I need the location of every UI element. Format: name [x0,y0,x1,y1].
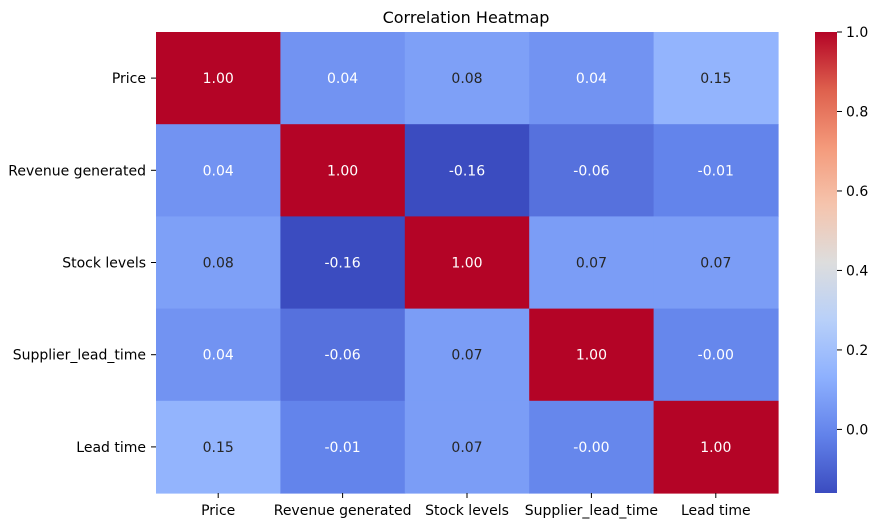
heatmap-cell-label-4-3: -0.00 [573,440,609,456]
y-tick-label: Revenue generated [8,163,146,179]
heatmap-cell-4-4 [653,400,779,494]
heatmap-cell-3-0 [156,308,281,402]
heatmap-cell-label-4-2: 0.07 [451,440,482,456]
heatmap-cell-1-4 [653,124,779,217]
colorbar-ticks: 0.0 0.2 0.4 0.6 0.8 1.0 [837,25,868,438]
heatmap-cell-label-1-4: -0.01 [698,163,734,179]
heatmap-cell-0-3 [529,32,655,125]
heatmap-cell-label-4-4: 1.00 [700,440,731,456]
heatmap-cell-2-4 [653,216,779,310]
heatmap-cell-label-3-1: -0.06 [324,348,360,364]
heatmap-cell-4-0 [156,400,281,494]
heatmap-cell-4-1 [280,400,406,494]
heatmap-cell-label-1-3: -0.06 [573,163,609,179]
heatmap-cell-0-2 [404,32,530,125]
colorbar-tick-label: 0.8 [846,104,868,120]
heatmap-cell-label-3-0: 0.04 [203,348,234,364]
colorbar-tick-label: 0.4 [846,263,868,279]
heatmap-cell-label-2-4: 0.07 [700,256,731,272]
x-axis-labels: Price Revenue generated Stock levels Suppli… [201,493,751,519]
heatmap-cell-label-3-3: 1.00 [576,348,607,364]
y-tick-label: Price [112,71,146,87]
heatmap-cell-label-4-0: 0.15 [203,440,234,456]
heatmap-cell-2-1 [280,216,406,310]
colorbar-tick-label: 1.0 [846,25,868,41]
heatmap-cell-4-2 [404,400,530,494]
heatmap-cell-label-1-1: 1.00 [327,163,358,179]
x-tick-label: Revenue generated [274,503,412,519]
y-tick-label: Stock levels [62,256,146,272]
heatmap-cell-1-1 [280,124,406,217]
chart-title: Correlation Heatmap [383,8,550,27]
heatmap-cell-2-0 [156,216,281,310]
heatmap-cell-label-3-4: -0.00 [698,348,734,364]
heatmap-cell-label-0-1: 0.04 [327,71,358,87]
x-tick-label: Lead time [681,503,751,519]
heatmap-cell-label-0-3: 0.04 [576,71,607,87]
heatmap-cell-label-0-0: 1.00 [203,71,234,87]
y-tick-label: Supplier_lead_time [13,348,146,364]
x-tick-label: Stock levels [425,503,509,519]
colorbar-tick-label: 0.6 [846,184,868,200]
heatmap-cell-3-4 [653,308,779,402]
colorbar-tick-label: 0.2 [846,343,868,359]
heatmap-cell-1-0 [156,124,281,217]
heatmap-cell-label-2-1: -0.16 [324,256,360,272]
y-axis-labels: Price Revenue generated Stock levels Suppli… [8,71,156,456]
heatmap-cell-1-3 [529,124,655,217]
heatmap-cell-0-0 [156,32,281,125]
heatmap-cell-label-4-1: -0.01 [324,440,360,456]
heatmap-cell-label-0-2: 0.08 [451,71,482,87]
heatmap-cell-label-3-2: 0.07 [451,348,482,364]
heatmap-cell-3-1 [280,308,406,402]
heatmap-cell-label-0-4: 0.15 [700,71,731,87]
y-tick-label: Lead time [76,440,146,456]
heatmap-cell-label-2-3: 0.07 [576,256,607,272]
heatmap-cell-4-3 [529,400,655,494]
x-tick-label: Supplier_lead_time [525,503,658,519]
heatmap-cell-label-1-0: 0.04 [203,163,234,179]
heatmap-cell-label-2-0: 0.08 [203,256,234,272]
heatmap-cell-label-2-2: 1.00 [451,256,482,272]
heatmap-cells: 1.00 0.04 0.08 0.04 0.15 0.04 1.00 -0.16 -0.06 -0… [156,32,779,494]
heatmap-cell-1-2 [404,124,530,217]
heatmap-cell-3-2 [404,308,530,402]
heatmap-cell-0-4 [653,32,779,125]
x-tick-label: Price [201,503,235,519]
colorbar-tick-label: 0.0 [846,422,868,438]
heatmap-cell-0-1 [280,32,406,125]
heatmap-cell-2-2 [404,216,530,310]
heatmap-cell-label-1-2: -0.16 [449,163,485,179]
colorbar [815,32,837,493]
heatmap-cell-2-3 [529,216,655,310]
heatmap-cell-3-3 [529,308,655,402]
